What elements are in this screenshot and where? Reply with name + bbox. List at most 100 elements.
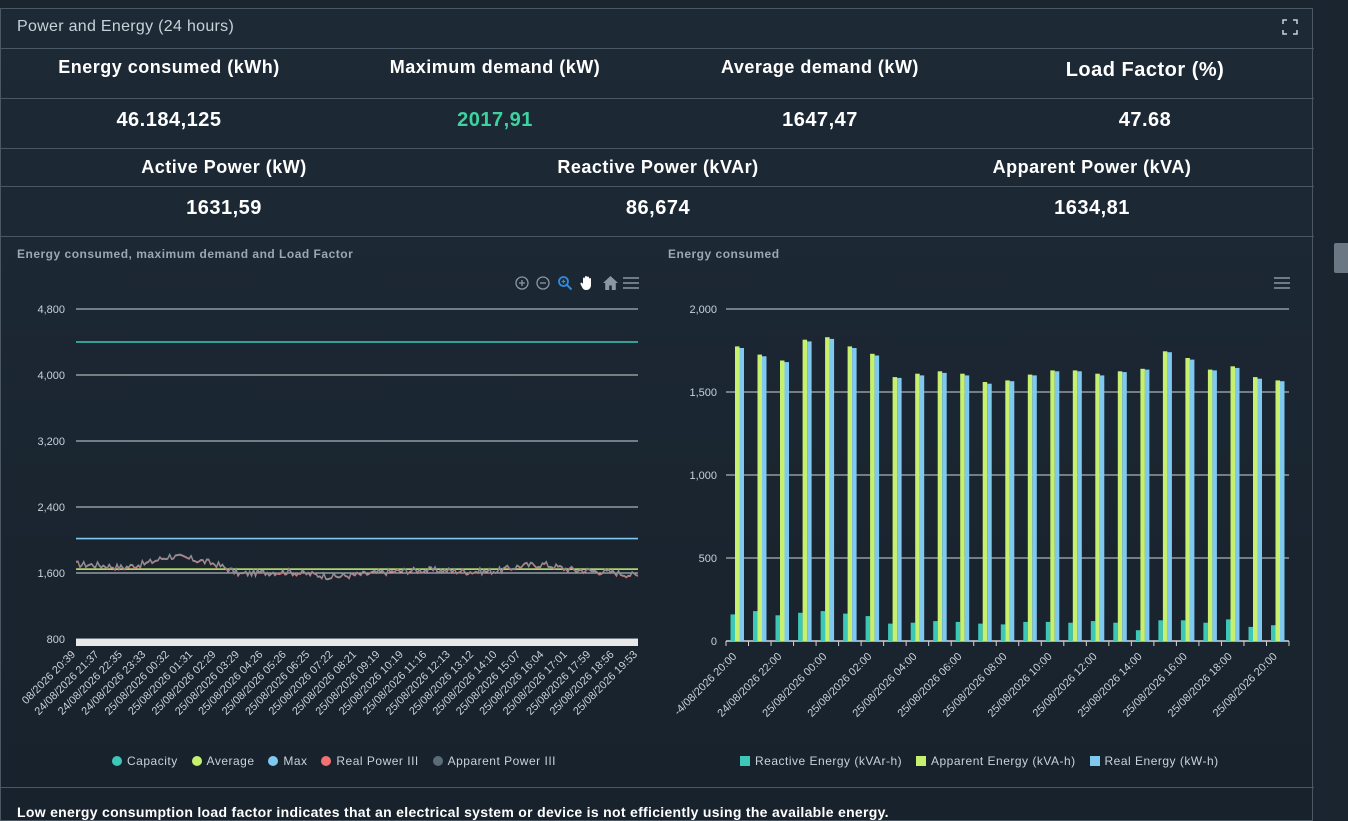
bar-reactive-energy: [775, 615, 780, 641]
bar-chart-menu-icon[interactable]: [1274, 277, 1290, 289]
bar-apparent-energy: [937, 371, 943, 642]
legend-item-real-power[interactable]: Real Power III: [321, 754, 418, 768]
y-tick-label: 800: [47, 634, 65, 646]
bar-reactive-energy: [1226, 619, 1231, 641]
bar-reactive-energy: [933, 621, 938, 641]
y-tick-label: 500: [699, 553, 717, 565]
y-tick-label: 0: [711, 636, 717, 648]
y-tick-label: 3,200: [37, 436, 65, 448]
bar-real-energy: [784, 362, 789, 641]
bar-apparent-energy: [960, 373, 965, 641]
legend-item-apparent-power[interactable]: Apparent Power III: [432, 754, 556, 768]
bar-real-energy: [919, 375, 925, 641]
bar-chart-title: Energy consumed: [668, 247, 780, 261]
metric-value-maximum-demand: 2017,91: [457, 109, 533, 131]
footer-note: Low energy consumption load factor indic…: [17, 804, 889, 820]
bar-apparent-energy: [757, 354, 762, 641]
bar-apparent-energy: [1072, 370, 1078, 641]
bar-apparent-energy: [1275, 380, 1280, 641]
bar-real-energy: [874, 355, 880, 641]
side-collapse-tab[interactable]: [1334, 243, 1348, 273]
bar-real-energy: [897, 377, 902, 641]
bar-apparent-energy: [1050, 370, 1055, 641]
bar-reactive-energy: [1045, 621, 1051, 641]
bar-apparent-energy: [1230, 366, 1235, 641]
bar-apparent-energy: [847, 346, 853, 641]
y-tick-label: 1,600: [37, 568, 65, 580]
bar-reactive-energy: [753, 611, 758, 641]
bar-reactive-energy: [1180, 620, 1186, 642]
zoom-out-icon[interactable]: [535, 275, 551, 291]
bar-apparent-energy: [870, 353, 875, 641]
pan-hand-icon[interactable]: [579, 274, 595, 291]
bar-real-energy: [964, 375, 970, 641]
metric-label-apparent-power: Apparent Power (kVA): [992, 157, 1192, 177]
power-energy-panel: Power and Energy (24 hours) Energy consu…: [0, 8, 1314, 821]
bar-reactive-energy: [1271, 625, 1276, 641]
line-chart-title: Energy consumed, maximum demand and Load…: [17, 247, 354, 261]
metric-value-load-factor: 47.68: [1118, 109, 1172, 131]
zoom-in-icon[interactable]: [514, 275, 530, 291]
bar-real-energy: [1189, 359, 1195, 641]
bar-real-energy: [739, 348, 744, 641]
bar-apparent-energy: [780, 360, 785, 641]
y-tick-label: 1,000: [689, 470, 717, 482]
bar-real-energy: [829, 338, 835, 641]
bar-apparent-energy: [915, 373, 920, 641]
metric-label-reactive-power: Reactive Power (kVAr): [557, 157, 759, 177]
panel-title: Power and Energy (24 hours): [17, 18, 235, 35]
bar-apparent-energy: [825, 337, 830, 641]
bar-chart-legend: Reactive Energy (kVAr-h) Apparent Energy…: [740, 754, 1229, 768]
legend-item-reactive-energy[interactable]: Reactive Energy (kVAr-h): [740, 754, 902, 768]
bar-real-energy: [762, 356, 767, 641]
y-tick-label: 4,800: [37, 304, 65, 316]
bar-reactive-energy: [798, 612, 803, 641]
metric-value-average-demand: 1647,47: [782, 109, 858, 131]
bar-real-energy: [1122, 372, 1127, 641]
legend-item-max[interactable]: Max: [268, 754, 307, 768]
metric-value-reactive-power: 86,674: [625, 197, 691, 219]
bar-real-energy: [1099, 375, 1105, 641]
bar-reactive-energy: [1000, 624, 1006, 641]
line-chart-legend: Capacity Average Max Real Power III Appa…: [112, 754, 566, 768]
bar-reactive-energy: [910, 622, 916, 641]
bar-reactive-energy: [1090, 621, 1096, 641]
bar-reactive-energy: [978, 623, 983, 641]
y-tick-label: 4,000: [37, 370, 65, 382]
bar-apparent-energy: [1117, 371, 1123, 642]
bar-apparent-energy: [1140, 368, 1145, 641]
metric-value-energy-consumed: 46.184,125: [116, 109, 222, 131]
bar-apparent-energy: [1095, 373, 1100, 641]
y-tick-label: 1,500: [689, 387, 717, 399]
bar-reactive-energy: [1248, 626, 1253, 641]
bar-real-energy: [1257, 378, 1262, 641]
bar-reactive-energy: [1135, 630, 1141, 641]
legend-item-capacity[interactable]: Capacity: [112, 754, 178, 768]
bar-apparent-energy: [1005, 380, 1010, 641]
bar-real-energy: [1212, 370, 1217, 641]
bar-reactive-energy: [1023, 621, 1028, 641]
menu-icon[interactable]: [623, 277, 639, 289]
fullscreen-icon[interactable]: [1282, 19, 1298, 35]
bar-real-energy: [807, 341, 812, 641]
bar-reactive-energy: [1068, 622, 1073, 641]
bar-reactive-energy: [1203, 622, 1208, 641]
home-reset-icon[interactable]: [602, 275, 619, 291]
bar-apparent-energy: [982, 382, 988, 641]
metric-label-maximum-demand: Maximum demand (kW): [389, 57, 601, 77]
legend-item-apparent-energy[interactable]: Apparent Energy (kVA-h): [916, 754, 1076, 768]
bar-real-energy: [1280, 381, 1285, 641]
bar-reactive-energy: [1158, 620, 1163, 642]
bar-real-energy: [1167, 352, 1172, 641]
bar-apparent-energy: [802, 339, 808, 641]
legend-item-real-energy[interactable]: Real Energy (kW-h): [1089, 754, 1219, 768]
metric-label-load-factor: Load Factor (%): [1065, 59, 1225, 81]
bar-apparent-energy: [892, 377, 898, 641]
bar-real-energy: [987, 383, 992, 641]
bar-apparent-energy: [1253, 377, 1258, 641]
legend-item-average[interactable]: Average: [191, 754, 255, 768]
bar-real-energy: [1144, 369, 1150, 641]
zoom-selection-icon[interactable]: [557, 275, 573, 291]
